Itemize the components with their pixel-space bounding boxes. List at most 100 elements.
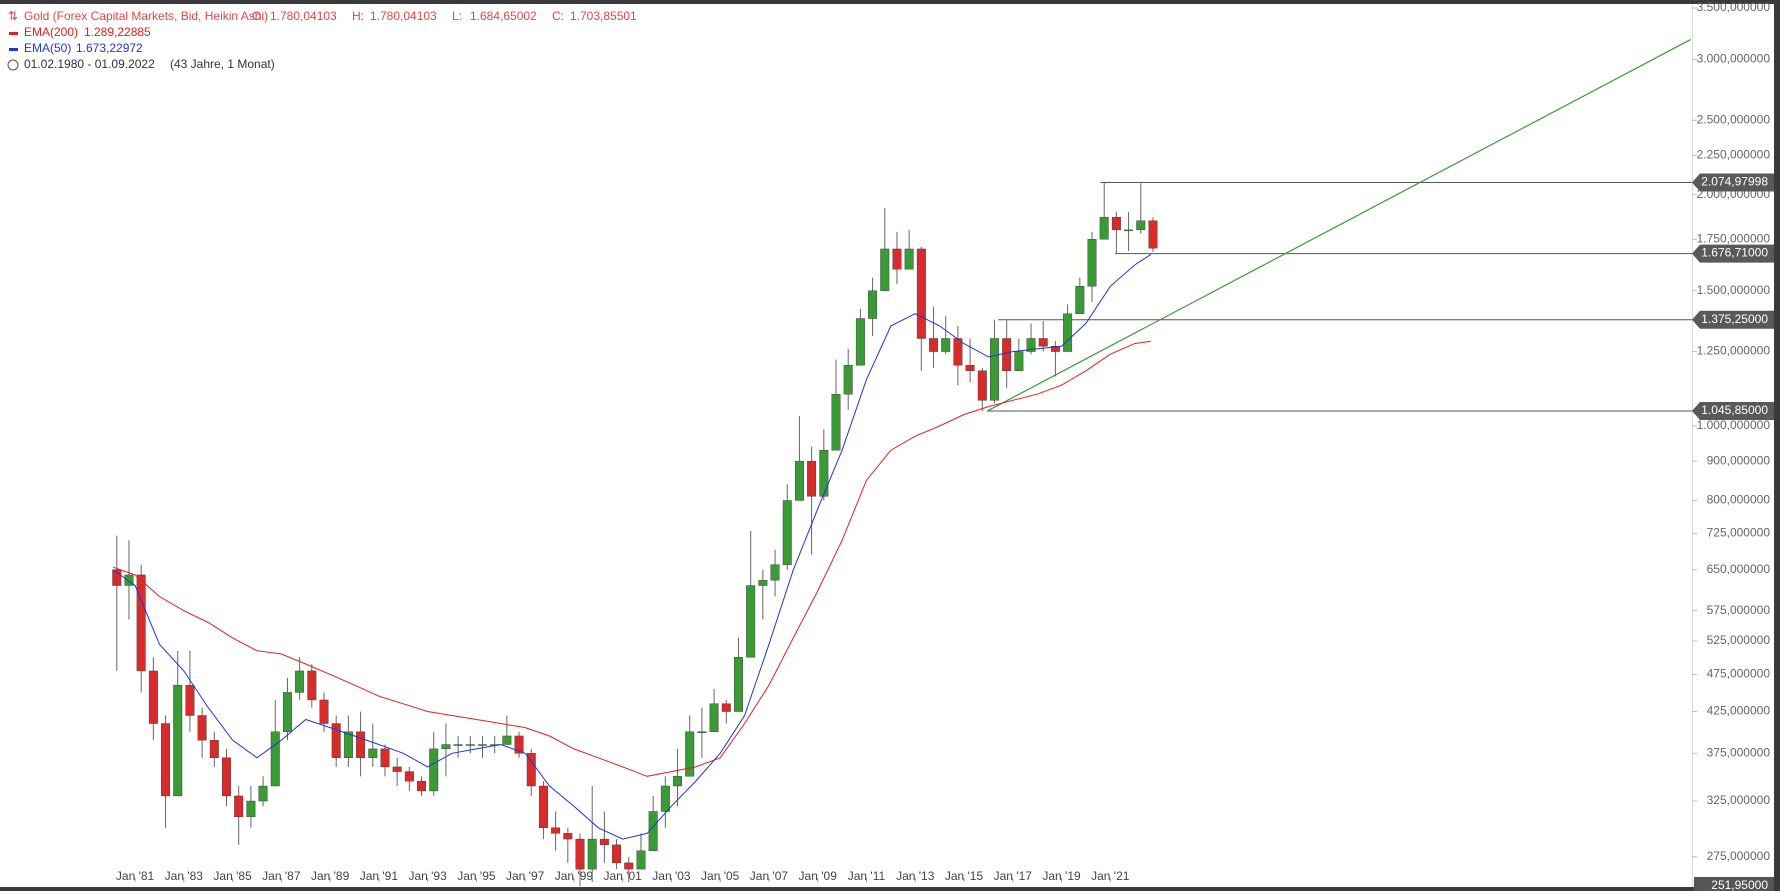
candle-body — [368, 748, 378, 758]
candle-body — [587, 838, 597, 870]
candle-body — [624, 862, 634, 870]
y-tick-label: 325,000000 — [1707, 793, 1771, 807]
price-label: 2.074,97998 — [1701, 175, 1768, 189]
x-tick-label: Jan '11 — [848, 869, 886, 883]
price-label-box — [1694, 877, 1774, 891]
y-tick-label: 375,000000 — [1707, 745, 1771, 759]
y-tick-label: 800,000000 — [1707, 493, 1771, 507]
candle-body — [953, 338, 963, 366]
candle-body — [295, 670, 305, 693]
candle-body — [697, 731, 707, 733]
clock-icon — [7, 59, 19, 71]
ema-line — [112, 340, 1152, 777]
candle-body — [148, 670, 158, 724]
candle-body — [612, 844, 622, 864]
y-tick-label: 3.500,000000 — [1697, 0, 1771, 14]
candle-body — [185, 684, 195, 716]
y-tick-label: 1.750,000000 — [1697, 231, 1771, 245]
instrument-title: Gold (Forex Capital Markets, Bid, Heikin… — [24, 9, 268, 23]
candle-body — [1148, 220, 1158, 249]
x-tick-label: Jan '13 — [896, 869, 935, 883]
x-tick-label: Jan '91 — [360, 869, 399, 883]
price-label-box — [1692, 402, 1774, 421]
candle-body — [758, 579, 768, 586]
candle-body — [1050, 346, 1060, 352]
candle-body — [819, 450, 829, 497]
candle-body — [173, 684, 183, 797]
candle-body — [831, 394, 841, 451]
y-tick-label: 650,000000 — [1707, 562, 1771, 576]
y-tick-label: 2.500,000000 — [1697, 112, 1771, 126]
candle-body — [478, 744, 487, 746]
ohlc-key: C: — [552, 9, 564, 23]
candle-body — [1111, 216, 1121, 231]
right-border — [1774, 0, 1780, 891]
x-tick-label: Jan '99 — [555, 869, 594, 883]
ohlc-key: O: — [252, 9, 265, 23]
y-tick-label: 575,000000 — [1707, 603, 1771, 617]
price-label: 1.045,85000 — [1701, 403, 1768, 417]
candle-body — [648, 811, 658, 851]
y-tick-label: 2.250,000000 — [1697, 148, 1771, 162]
y-tick-label: 1.250,000000 — [1697, 344, 1771, 358]
candle-body — [270, 731, 280, 787]
legend-value: 1.673,22972 — [76, 41, 143, 55]
candle-body — [502, 735, 512, 745]
y-tick-label: 3.000,000000 — [1697, 52, 1771, 66]
candle-body — [197, 715, 207, 741]
price-label: 1.676,71000 — [1701, 246, 1768, 260]
legend-swatch — [9, 32, 18, 35]
top-border — [0, 0, 1780, 4]
candle-body — [892, 248, 902, 270]
x-tick-label: Jan '21 — [1091, 869, 1130, 883]
price-label-box — [1692, 244, 1774, 263]
candle-body — [1099, 216, 1109, 240]
candle-body — [124, 574, 134, 586]
candle-body — [636, 850, 646, 870]
ohlc-value: 1.703,85501 — [570, 9, 637, 23]
candle-body — [734, 657, 743, 712]
candle-body — [868, 290, 878, 319]
y-tick-label: 1.500,000000 — [1697, 283, 1771, 297]
legend-label: EMA(200) — [24, 25, 78, 39]
candle-body — [343, 731, 353, 758]
candle-body — [770, 564, 780, 581]
candle-body — [429, 748, 439, 792]
candle-body — [575, 838, 585, 870]
legend-swatch — [9, 48, 18, 51]
candle-body — [1026, 338, 1036, 352]
candle-body — [319, 699, 329, 724]
candle-body — [380, 748, 390, 768]
bottom-border — [0, 887, 1780, 891]
ohlc-value: 1.780,04103 — [370, 9, 437, 23]
x-tick-label: Jan '15 — [945, 869, 984, 883]
candle-body — [709, 703, 719, 732]
candle-body — [234, 795, 244, 818]
candle-body — [1014, 351, 1024, 371]
x-tick-label: Jan '07 — [750, 869, 789, 883]
candle-body — [1002, 338, 1012, 371]
price-label: 1.375,25000 — [1701, 312, 1768, 326]
x-tick-label: Jan '93 — [408, 869, 447, 883]
candle-body — [526, 753, 536, 787]
icon: ⇅ — [8, 9, 18, 23]
y-axis-bottom-label: 251,95000 — [1711, 878, 1768, 891]
candle-body — [855, 318, 865, 366]
candle-body — [392, 766, 402, 772]
candle-body — [1038, 338, 1048, 347]
ohlc-value: 1.684,65002 — [470, 9, 537, 23]
duration: (43 Jahre, 1 Monat) — [170, 57, 275, 71]
candle-body — [929, 338, 938, 352]
y-tick-label: 525,000000 — [1707, 633, 1771, 647]
candle-body — [782, 500, 792, 565]
candle-body — [880, 248, 890, 291]
candle-body — [417, 780, 427, 792]
candle-body — [977, 370, 987, 401]
y-tick-label: 900,000000 — [1707, 453, 1771, 467]
candle-body — [660, 785, 670, 812]
ohlc-value: 1.780,04103 — [270, 9, 337, 23]
candle-body — [551, 827, 561, 834]
ohlc-key: H: — [352, 9, 364, 23]
y-tick-label: 1.000,000000 — [1697, 418, 1771, 432]
